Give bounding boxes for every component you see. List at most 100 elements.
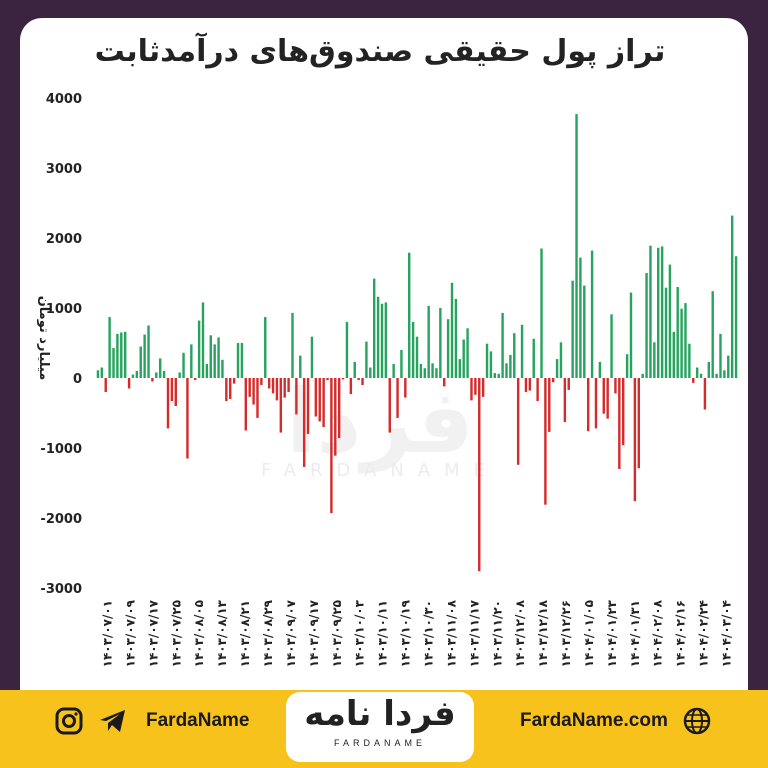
x-tick-label: ۱۴۰۳/۰۸/۰۵ — [192, 600, 206, 667]
bar — [194, 378, 197, 381]
bar — [544, 378, 547, 505]
bar — [232, 378, 236, 384]
bar — [201, 302, 205, 378]
x-tick-label: ۱۴۰۳/۰۸/۲۱ — [238, 600, 252, 667]
bar — [139, 346, 142, 378]
bar — [205, 364, 209, 378]
bar — [730, 215, 734, 378]
y-tick-label: 2000 — [46, 232, 82, 247]
bar — [330, 378, 333, 514]
instagram-icon[interactable] — [54, 706, 84, 736]
bar — [563, 378, 567, 423]
bar — [439, 308, 442, 378]
bar — [497, 373, 500, 378]
bar — [178, 372, 181, 378]
bar — [365, 341, 368, 378]
bar — [310, 336, 314, 378]
bar — [287, 378, 290, 392]
footer-website[interactable]: FardaName.com — [520, 710, 668, 731]
bar — [100, 367, 104, 378]
bar — [361, 378, 364, 385]
bar — [734, 256, 738, 378]
bar — [672, 331, 675, 378]
x-tick-label: ۱۴۰۳/۱۰/۰۳ — [353, 599, 367, 667]
bar — [396, 378, 399, 418]
chart-title: تراز پول حقیقی صندوق‌های درآمدثابت — [94, 34, 666, 69]
bar — [427, 305, 430, 378]
bar — [151, 378, 154, 382]
bar — [668, 264, 672, 378]
x-tick-label: ۱۴۰۳/۱۲/۲۶ — [559, 600, 573, 667]
bar — [485, 343, 489, 378]
bar — [567, 378, 570, 390]
bar — [267, 378, 271, 389]
bar — [528, 378, 532, 391]
bar — [299, 355, 302, 378]
bar — [372, 278, 376, 378]
bar — [703, 378, 707, 410]
bar — [190, 344, 193, 378]
bar — [217, 337, 220, 378]
x-tick-label: ۱۴۰۳/۱۱/۲۰ — [490, 600, 504, 667]
globe-icon[interactable] — [682, 706, 712, 736]
bar — [645, 273, 648, 378]
bar — [112, 347, 115, 378]
bar — [279, 378, 283, 433]
bar — [252, 378, 255, 405]
bar — [625, 354, 629, 378]
x-tick-label: ۱۴۰۳/۱۲/۱۸ — [536, 599, 550, 667]
bar — [454, 298, 458, 378]
bar — [723, 370, 726, 378]
bar — [384, 302, 388, 378]
bar — [657, 247, 660, 378]
bar — [244, 378, 247, 431]
bar — [341, 378, 345, 380]
bar — [423, 368, 426, 378]
y-tick-label: 3000 — [46, 162, 82, 177]
bar — [699, 373, 703, 378]
telegram-icon[interactable] — [98, 706, 128, 736]
x-tick-label: ۱۴۰۴/۰۱/۲۳ — [605, 599, 619, 667]
bar — [127, 378, 131, 389]
bar — [513, 333, 516, 378]
bar — [388, 378, 391, 433]
x-tick-label: ۱۴۰۳/۱۰/۱۱ — [376, 600, 390, 667]
bar — [602, 378, 605, 414]
bar — [458, 359, 461, 378]
bar — [532, 338, 535, 378]
bar — [610, 314, 613, 378]
bar — [501, 312, 504, 378]
x-tick-label: ۱۴۰۳/۰۹/۱۷ — [307, 599, 321, 667]
x-tick-label: ۱۴۰۳/۰۸/۲۹ — [261, 599, 275, 667]
x-tick-label: ۱۴۰۳/۰۷/۱۷ — [146, 599, 160, 667]
bar — [275, 378, 279, 401]
y-tick-label: 4000 — [46, 92, 82, 107]
bar — [629, 292, 633, 378]
bar — [131, 374, 135, 378]
bar — [727, 355, 730, 378]
bar — [571, 280, 574, 378]
x-tick-label: ۱۴۰۳/۱۲/۰۸ — [513, 599, 527, 667]
x-tick-label: ۱۴۰۴/۰۱/۰۵ — [582, 600, 596, 667]
bar — [664, 287, 668, 378]
bar — [221, 359, 224, 378]
bar — [478, 378, 481, 572]
bar — [143, 334, 146, 378]
bar — [470, 378, 473, 401]
bar — [271, 378, 275, 394]
bar — [548, 378, 551, 432]
bar — [314, 378, 318, 417]
logo-subtext: FARDANAME — [333, 738, 426, 748]
bar — [353, 361, 356, 378]
bar — [606, 378, 609, 419]
bar — [155, 372, 158, 378]
footer-handle[interactable]: FardaName — [146, 710, 250, 731]
x-tick-label: ۱۴۰۳/۰۸/۱۳ — [215, 599, 229, 667]
bar — [653, 342, 656, 378]
y-tick-label: 0 — [73, 372, 82, 387]
bar — [400, 350, 403, 378]
bar — [493, 373, 497, 378]
bar — [264, 317, 267, 378]
bar — [446, 319, 450, 378]
bar — [462, 339, 465, 378]
